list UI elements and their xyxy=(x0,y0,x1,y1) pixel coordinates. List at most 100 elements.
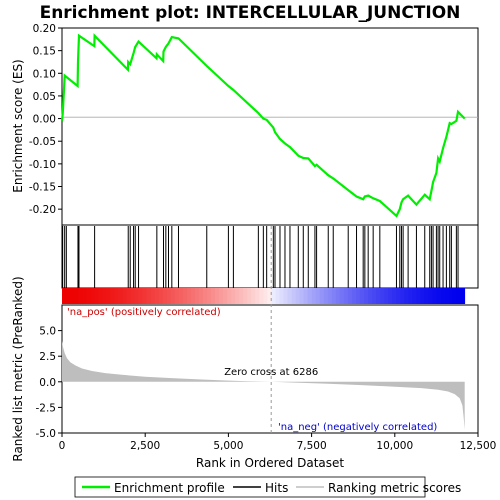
color-bar-segment xyxy=(460,288,466,304)
color-bar-segment xyxy=(202,288,208,304)
es-tick-label: 0.10 xyxy=(33,68,56,80)
color-bar-segment xyxy=(452,288,458,304)
color-bar-segment xyxy=(299,288,305,304)
color-bar-segment xyxy=(436,288,441,304)
color-bar-segment xyxy=(315,288,321,304)
chart-title: Enrichment plot: INTERCELLULAR_JUNCTION xyxy=(40,3,461,23)
x-ticks: 0 2,500 5,000 7,500 10,000 12,500 xyxy=(59,433,497,452)
color-bar-segment xyxy=(424,288,429,304)
metric-y-ticks: 5.0 2.5 0.0 -2.5 -5.0 xyxy=(36,326,62,440)
color-bar xyxy=(62,288,466,304)
color-bar-segment xyxy=(86,288,91,304)
color-bar-segment xyxy=(311,288,317,304)
color-bar-segment xyxy=(194,288,200,304)
color-bar-segment xyxy=(335,288,341,304)
color-bar-segment xyxy=(384,288,389,304)
color-bar-segment xyxy=(130,288,135,304)
x-tick-label: 0 xyxy=(59,440,66,452)
color-bar-segment xyxy=(440,288,445,304)
es-y-ticks: 0.20 0.15 0.10 0.05 0.00 -0.05 -0.10 -0.15 -0.20 xyxy=(29,23,62,216)
color-bar-segment xyxy=(210,288,216,304)
color-bar-segment xyxy=(388,288,393,304)
x-tick-label: 2,500 xyxy=(130,440,160,452)
color-bar-segment xyxy=(215,288,220,304)
color-bar-segment xyxy=(347,288,353,304)
color-bar-segment xyxy=(392,288,397,304)
color-bar-segment xyxy=(134,288,139,304)
color-bar-segment xyxy=(267,288,272,304)
color-bar-segment xyxy=(251,288,256,304)
color-bar-segment xyxy=(448,288,454,304)
x-tick-label: 12,500 xyxy=(460,440,497,452)
color-bar-segment xyxy=(432,288,437,304)
metric-tick-label: 2.5 xyxy=(39,351,56,363)
color-bar-segment xyxy=(291,288,296,304)
color-bar-segment xyxy=(158,288,164,304)
color-bar-segment xyxy=(323,288,329,304)
color-bar-segment xyxy=(263,288,268,304)
color-bar-segment xyxy=(154,288,160,304)
color-bar-segment xyxy=(247,288,252,304)
color-bar-segment xyxy=(70,288,75,304)
color-bar-segment xyxy=(98,288,103,304)
color-bar-segment xyxy=(78,288,83,304)
color-bar-segment xyxy=(283,288,288,304)
color-bar-segment xyxy=(190,288,196,304)
zero-cross-label: Zero cross at 6286 xyxy=(224,367,318,378)
color-bar-segment xyxy=(90,288,95,304)
color-bar-segment xyxy=(396,288,401,304)
es-tick-label: 0.00 xyxy=(33,114,56,126)
color-bar-segment xyxy=(456,288,462,304)
color-bar-segment xyxy=(223,288,228,304)
color-bar-segment xyxy=(359,288,365,304)
es-tick-label: 0.20 xyxy=(33,23,56,35)
legend-profile-label: Enrichment profile xyxy=(114,481,225,495)
metric-tick-label: 5.0 xyxy=(39,326,56,338)
ranked-metric-area xyxy=(62,340,465,430)
color-bar-segment xyxy=(271,288,276,304)
color-bar-segment xyxy=(74,288,79,304)
y-axis-label-es: Enrichment score (ES) xyxy=(11,59,25,192)
color-bar-segment xyxy=(150,288,156,304)
color-bar-segment xyxy=(110,288,115,304)
color-bar-segment xyxy=(295,288,300,304)
color-bar-segment xyxy=(255,288,260,304)
legend: Enrichment profile Hits Ranking metric s… xyxy=(74,476,461,498)
color-bar-segment xyxy=(404,288,409,304)
color-bar-segment xyxy=(351,288,357,304)
color-bar-segment xyxy=(142,288,147,304)
neg-correlated-label: 'na_neg' (negatively correlated) xyxy=(278,422,437,433)
color-bar-segment xyxy=(327,288,333,304)
color-bar-segment xyxy=(198,288,204,304)
color-bar-segment xyxy=(428,288,433,304)
color-bar-segment xyxy=(182,288,188,304)
color-bar-segment xyxy=(287,288,292,304)
color-bar-segment xyxy=(331,288,337,304)
color-bar-segment xyxy=(303,288,309,304)
metric-panel xyxy=(61,304,479,434)
color-bar-segment xyxy=(400,288,405,304)
color-bar-segment xyxy=(170,288,176,304)
color-bar-segment xyxy=(307,288,313,304)
metric-tick-label: -2.5 xyxy=(36,402,57,414)
color-bar-segment xyxy=(368,288,373,304)
metric-tick-label: -5.0 xyxy=(36,428,57,440)
color-bar-segment xyxy=(355,288,361,304)
x-tick-label: 7,500 xyxy=(297,440,327,452)
color-bar-segment xyxy=(102,288,107,304)
color-bar-segment xyxy=(138,288,143,304)
color-bar-segment xyxy=(319,288,325,304)
metric-tick-label: 0.0 xyxy=(39,377,56,389)
color-bar-segment xyxy=(339,288,345,304)
x-axis-label: Rank in Ordered Dataset xyxy=(196,456,344,470)
color-bar-segment xyxy=(166,288,172,304)
enrichment-profile-line xyxy=(60,33,466,218)
color-bar-segment xyxy=(174,288,180,304)
es-tick-label: 0.15 xyxy=(33,46,56,58)
color-bar-segment xyxy=(380,288,385,304)
color-bar-segment xyxy=(231,288,236,304)
color-bar-segment xyxy=(66,288,71,304)
legend-hits-label: Hits xyxy=(265,481,288,495)
legend-metric-label: Ranking metric scores xyxy=(328,481,461,495)
hits-panel xyxy=(61,224,479,289)
